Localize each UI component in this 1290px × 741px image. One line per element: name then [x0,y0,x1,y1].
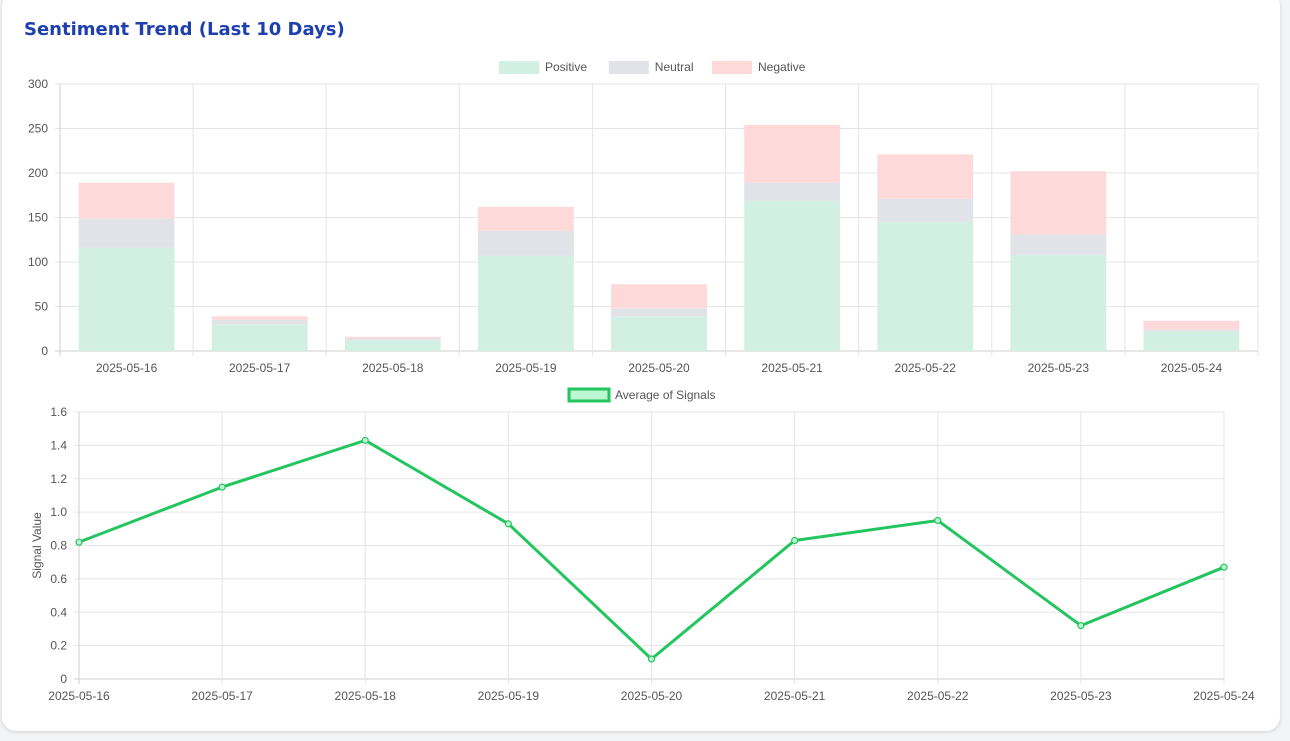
bar-neutral-segment [744,182,841,201]
series-average-signals-point [75,538,83,546]
legend-swatch-neutral [608,61,649,74]
bar-negative-segment [1010,171,1107,235]
line-x-tick-label: 2025-05-17 [191,689,253,703]
bar-y-tick-label: 300 [28,77,48,91]
series-average-signals-point [504,520,512,528]
page-title: Sentiment Trend (Last 10 Days) [24,19,345,40]
bar-y-tick-label: 200 [28,166,48,180]
bar-neutral-segment [211,319,308,325]
bar-positive-segment [477,255,574,351]
line-x-tick-label: 2025-05-21 [764,689,826,703]
chart-card [2,0,1280,731]
bar-neutral-segment [611,308,707,317]
line-x-tick-label: 2025-05-23 [1050,689,1112,703]
line-y-tick-label: 0.6 [50,572,67,586]
legend-label-average-signals: Average of Signals [615,388,716,402]
bar-x-tick-label: 2025-05-23 [1028,361,1090,375]
bar-x-tick-label: 2025-05-24 [1161,361,1223,375]
bar-negative-segment [877,154,974,199]
bar-x-tick-label: 2025-05-16 [96,361,158,375]
bar-positive-segment [744,200,841,351]
bar-neutral-segment [1143,329,1240,332]
bar-x-tick-label: 2025-05-21 [761,361,823,375]
bar-positive-segment [211,324,308,351]
bar-x-tick-label: 2025-05-22 [895,361,957,375]
series-average-signals-point [1220,563,1228,571]
bar-negative-segment [744,124,841,183]
legend-swatch-positive [499,61,539,74]
line-x-tick-label: 2025-05-24 [1193,689,1255,703]
bar-negative-segment [611,284,707,309]
bar-negative-segment [211,316,308,320]
line-x-tick-label: 2025-05-19 [478,689,540,703]
bar-negative-segment [1143,320,1240,330]
bar-neutral-segment [1010,234,1107,255]
bar-neutral-segment [78,218,175,248]
line-y-tick-label: 0.8 [50,539,67,553]
bar-negative-segment [344,336,441,339]
bar-negative-segment [477,206,574,231]
line-y-tick-label: 0 [60,672,67,686]
series-average-signals-point [791,536,799,545]
bar-positive-segment [1010,254,1107,351]
line-x-tick-label: 2025-05-20 [621,689,683,703]
line-y-tick-label: 0.2 [50,639,67,653]
bar-x-tick-label: 2025-05-19 [495,361,557,375]
bar-neutral-segment [877,198,974,222]
bar-positive-segment [877,221,974,351]
series-average-signals-point [1077,621,1085,630]
line-y-tick-label: 1.6 [50,405,67,419]
line-y-tick-label: 1.2 [50,472,67,486]
bar-y-tick-label: 100 [28,255,48,269]
legend-label-neutral: Neutral [655,60,694,74]
bar-positive-segment [1143,331,1240,351]
bar-negative-segment [78,182,175,219]
line-y-tick-label: 0.4 [50,605,67,619]
bar-y-tick-label: 250 [28,122,48,136]
bar-x-tick-label: 2025-05-20 [628,361,690,375]
bar-neutral-segment [477,230,574,256]
legend-label-negative: Negative [758,60,806,74]
series-average-signals-point [361,436,369,444]
line-x-tick-label: 2025-05-22 [907,689,969,703]
series-average-signals-point [647,655,656,663]
bar-y-tick-label: 150 [28,211,48,225]
series-average-signals-point [934,516,942,525]
legend-label-positive: Positive [545,60,587,74]
line-x-tick-label: 2025-05-18 [335,689,397,703]
line-y-axis-title: Signal Value [30,512,44,579]
bar-y-tick-label: 50 [35,300,49,314]
bar-positive-segment [344,340,441,351]
bar-positive-segment [611,316,707,351]
legend-swatch-negative [712,61,752,74]
line-y-tick-label: 1.0 [50,505,67,519]
bar-y-tick-label: 0 [41,344,48,358]
bar-positive-segment [78,247,175,351]
line-x-tick-label: 2025-05-16 [48,689,110,703]
legend-swatch-average-signals [567,387,611,403]
bar-x-tick-label: 2025-05-17 [229,361,291,375]
bar-x-tick-label: 2025-05-18 [362,361,424,375]
line-y-tick-label: 1.4 [50,438,67,452]
series-average-signals-point [218,483,226,491]
bar-neutral-segment [344,338,441,341]
